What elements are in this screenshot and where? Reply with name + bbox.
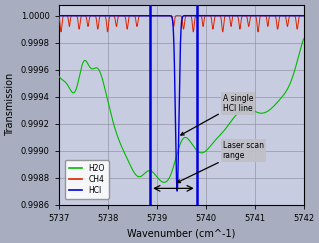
- X-axis label: Wavenumber (cm^-1): Wavenumber (cm^-1): [127, 228, 235, 238]
- Y-axis label: Transmission: Transmission: [5, 73, 15, 136]
- Text: A single
HCl line: A single HCl line: [181, 94, 253, 135]
- Legend: H2O, CH4, HCl: H2O, CH4, HCl: [65, 160, 109, 199]
- Text: Laser scan
range: Laser scan range: [177, 141, 264, 182]
